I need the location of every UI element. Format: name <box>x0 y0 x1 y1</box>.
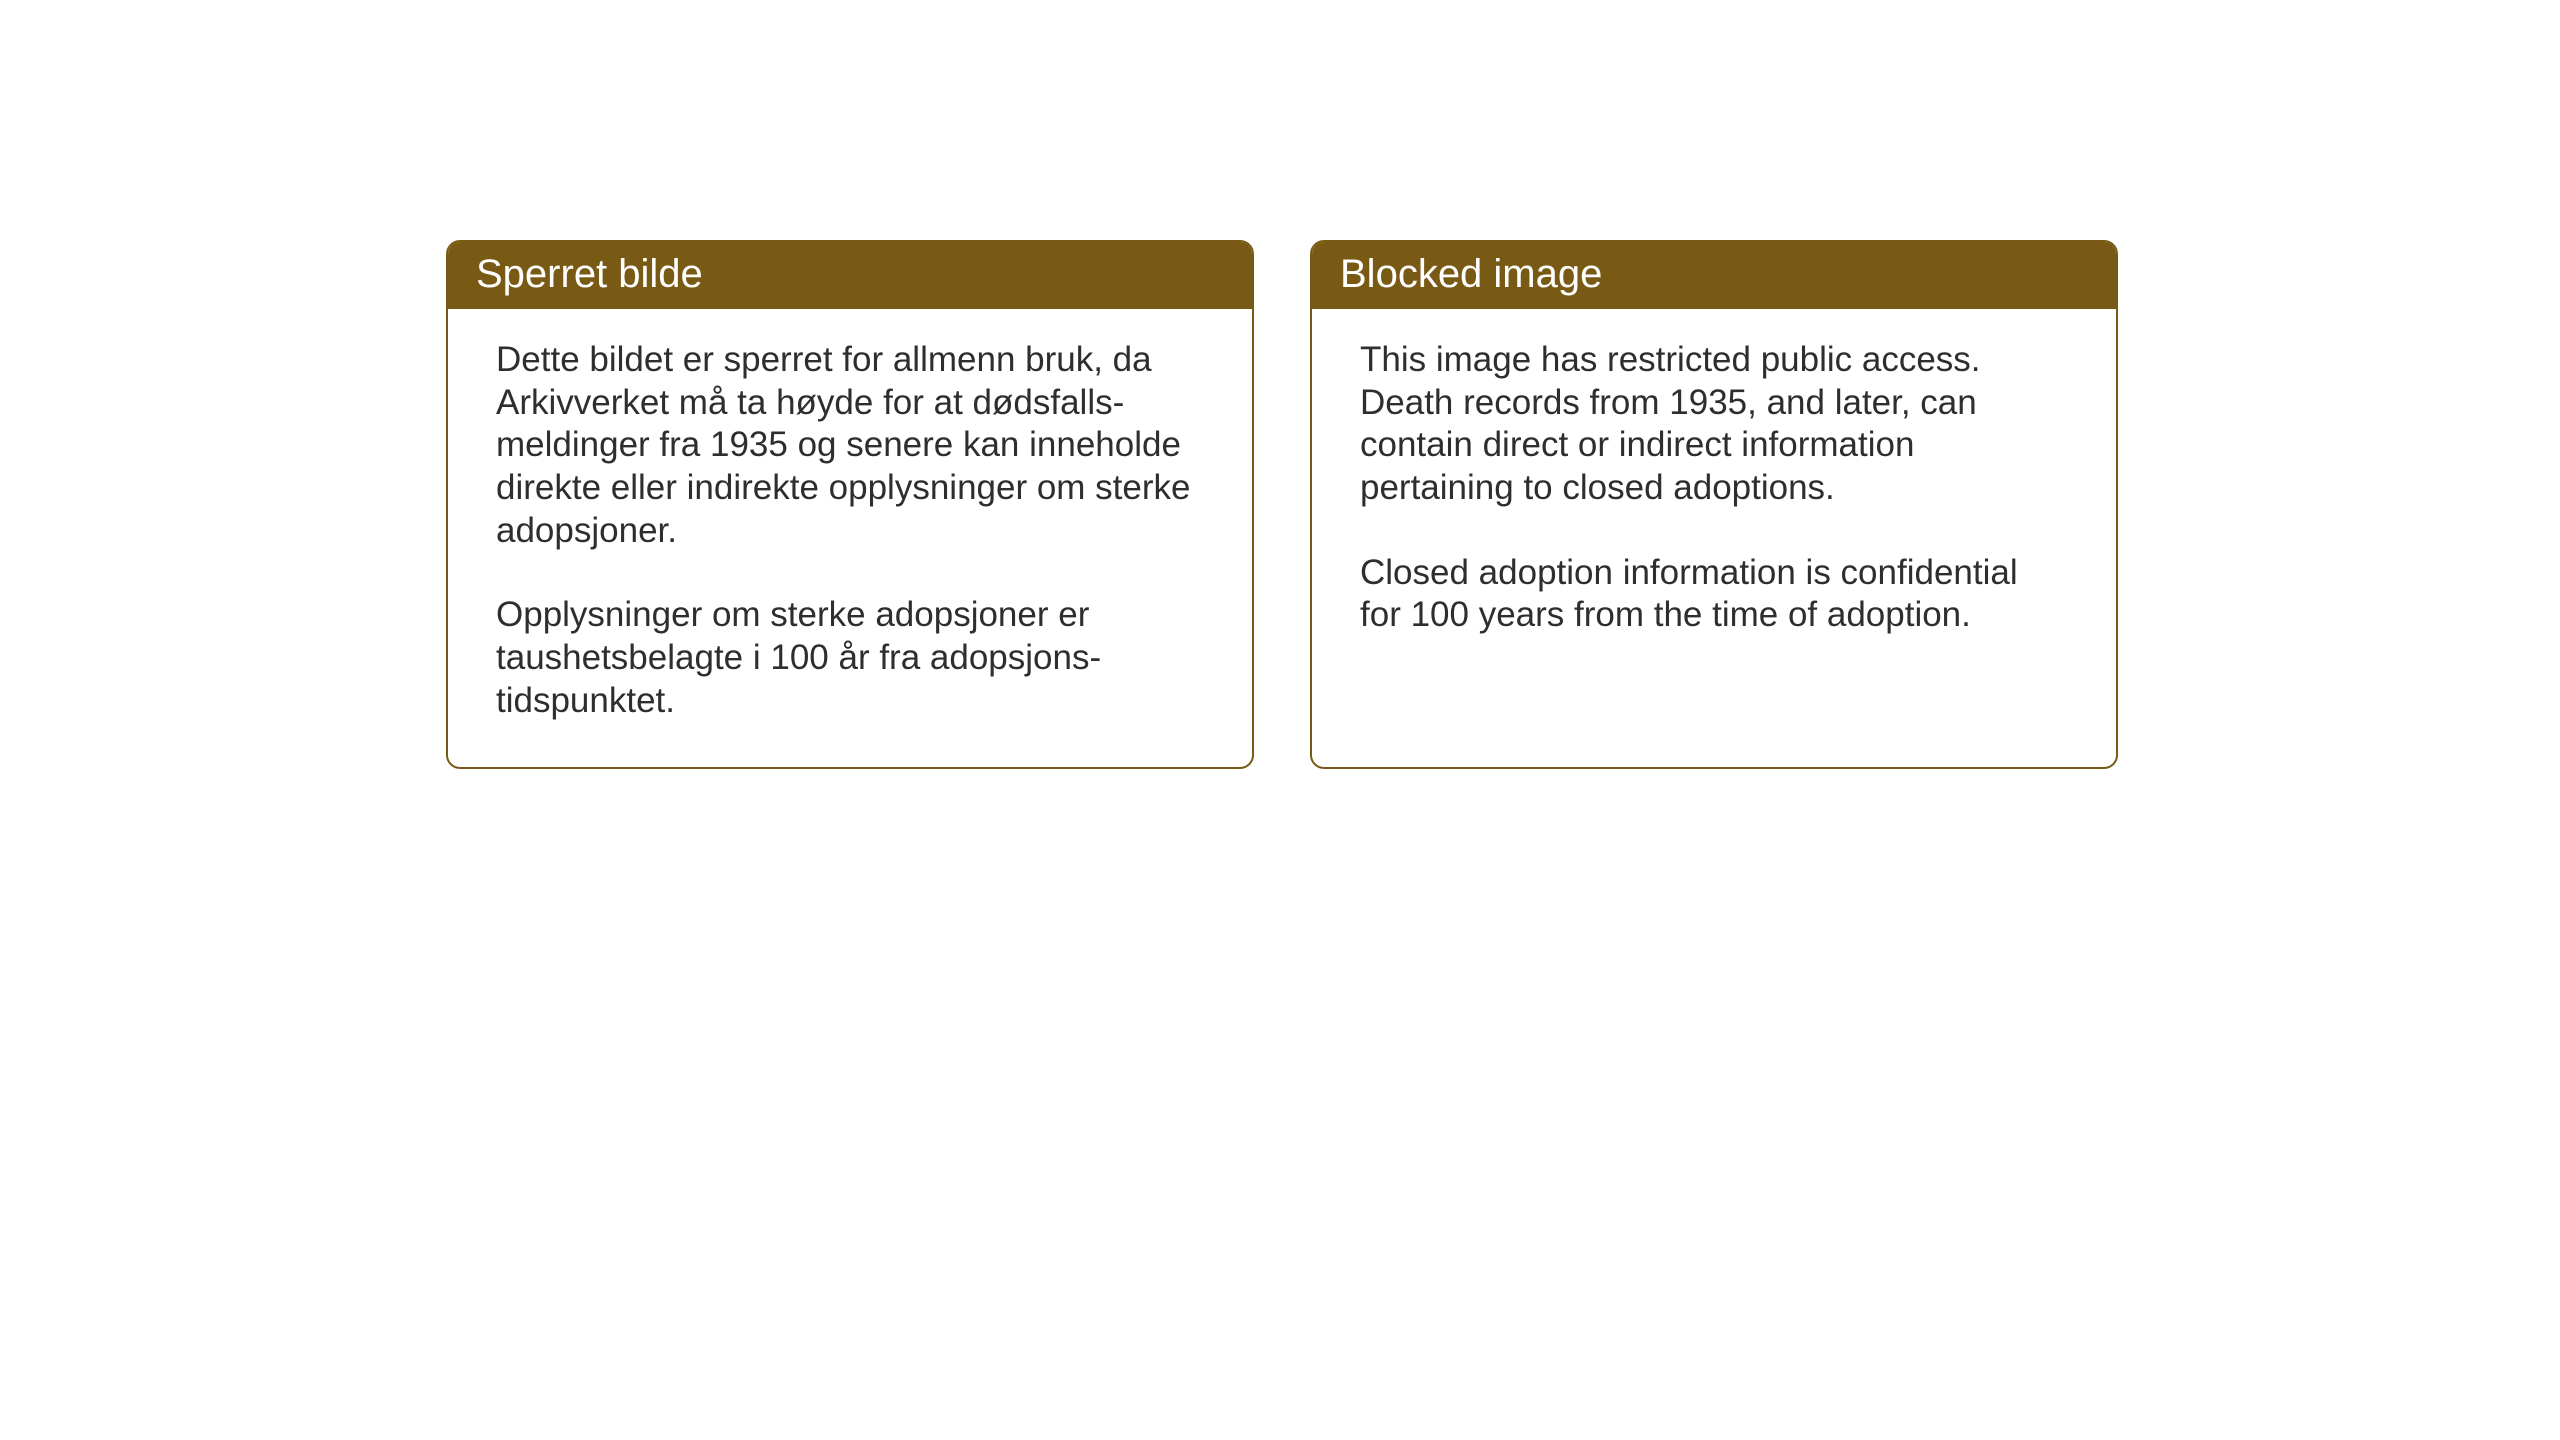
card-body-norwegian: Dette bildet er sperret for allmenn bruk… <box>448 309 1252 767</box>
card-norwegian: Sperret bilde Dette bildet er sperret fo… <box>446 240 1254 769</box>
card-container: Sperret bilde Dette bildet er sperret fo… <box>446 240 2118 769</box>
card-paragraph-1-english: This image has restricted public access.… <box>1360 339 2068 510</box>
card-paragraph-1-norwegian: Dette bildet er sperret for allmenn bruk… <box>496 339 1204 552</box>
card-body-english: This image has restricted public access.… <box>1312 309 2116 681</box>
card-paragraph-2-norwegian: Opplysninger om sterke adopsjoner er tau… <box>496 594 1204 722</box>
card-title-english: Blocked image <box>1340 252 1602 296</box>
card-paragraph-2-english: Closed adoption information is confident… <box>1360 552 2068 637</box>
card-header-norwegian: Sperret bilde <box>448 242 1252 309</box>
card-header-english: Blocked image <box>1312 242 2116 309</box>
card-title-norwegian: Sperret bilde <box>476 252 703 296</box>
card-english: Blocked image This image has restricted … <box>1310 240 2118 769</box>
